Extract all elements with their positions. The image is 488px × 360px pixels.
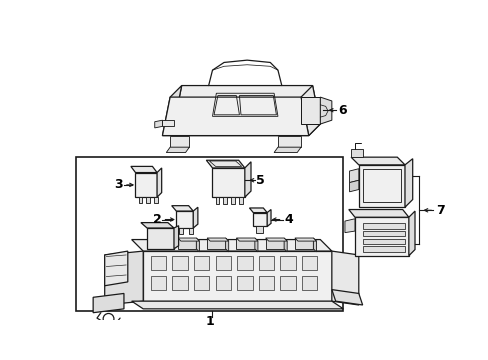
Polygon shape [258, 276, 274, 289]
Polygon shape [349, 180, 358, 192]
Polygon shape [256, 226, 263, 233]
Polygon shape [172, 276, 187, 289]
Text: 6: 6 [337, 104, 346, 117]
Polygon shape [143, 251, 331, 301]
Polygon shape [104, 251, 127, 286]
Text: 5: 5 [256, 174, 264, 187]
Polygon shape [344, 219, 354, 233]
Polygon shape [172, 256, 187, 270]
Polygon shape [170, 136, 189, 147]
Polygon shape [348, 210, 408, 217]
Text: 7: 7 [435, 204, 444, 217]
Polygon shape [362, 223, 404, 229]
Polygon shape [350, 149, 362, 157]
Polygon shape [207, 238, 228, 241]
Polygon shape [162, 97, 308, 136]
Polygon shape [249, 208, 266, 213]
Polygon shape [258, 256, 274, 270]
Polygon shape [194, 276, 209, 289]
Polygon shape [301, 97, 320, 124]
Polygon shape [179, 228, 183, 234]
Polygon shape [237, 256, 252, 270]
Polygon shape [131, 239, 331, 251]
Polygon shape [157, 168, 162, 197]
Polygon shape [244, 162, 250, 197]
Polygon shape [138, 197, 142, 203]
Polygon shape [178, 238, 196, 249]
Polygon shape [253, 213, 266, 226]
Polygon shape [266, 210, 270, 226]
Polygon shape [189, 228, 193, 234]
Polygon shape [237, 276, 252, 289]
Polygon shape [193, 207, 198, 228]
Polygon shape [176, 211, 193, 228]
Polygon shape [358, 165, 404, 207]
Polygon shape [301, 276, 317, 289]
Polygon shape [408, 211, 414, 256]
Polygon shape [404, 159, 412, 207]
Polygon shape [162, 124, 320, 136]
Polygon shape [362, 239, 404, 244]
Polygon shape [212, 168, 244, 197]
Polygon shape [207, 238, 225, 249]
Polygon shape [362, 231, 404, 237]
Polygon shape [151, 276, 166, 289]
Polygon shape [174, 226, 178, 249]
Polygon shape [265, 238, 284, 249]
Text: 1: 1 [205, 315, 214, 328]
Polygon shape [104, 251, 143, 305]
Polygon shape [350, 157, 404, 165]
Polygon shape [280, 276, 295, 289]
Polygon shape [178, 238, 199, 241]
Polygon shape [294, 238, 313, 249]
Polygon shape [236, 238, 257, 241]
Polygon shape [147, 228, 174, 249]
Polygon shape [225, 238, 228, 252]
Polygon shape [151, 256, 166, 270]
Polygon shape [274, 147, 301, 153]
Polygon shape [277, 136, 301, 147]
Polygon shape [301, 256, 317, 270]
Polygon shape [206, 160, 244, 168]
Polygon shape [331, 289, 362, 305]
Polygon shape [349, 169, 358, 183]
Polygon shape [196, 238, 199, 252]
Polygon shape [215, 197, 219, 204]
Polygon shape [93, 293, 123, 313]
Polygon shape [131, 166, 157, 172]
Polygon shape [166, 147, 189, 153]
Polygon shape [230, 197, 234, 204]
Text: 4: 4 [284, 213, 292, 226]
Polygon shape [294, 238, 316, 241]
Polygon shape [254, 238, 257, 252]
Polygon shape [362, 247, 404, 252]
Polygon shape [194, 256, 209, 270]
Polygon shape [154, 197, 158, 203]
Polygon shape [154, 120, 162, 128]
Polygon shape [236, 238, 254, 249]
Polygon shape [313, 238, 316, 252]
Polygon shape [162, 86, 182, 136]
Polygon shape [284, 238, 286, 252]
Polygon shape [171, 206, 193, 211]
Polygon shape [215, 256, 230, 270]
Text: 3: 3 [114, 178, 122, 192]
Polygon shape [320, 97, 331, 124]
Polygon shape [141, 222, 174, 228]
Polygon shape [131, 301, 343, 309]
Polygon shape [174, 86, 320, 124]
Polygon shape [215, 276, 230, 289]
Polygon shape [265, 238, 286, 241]
Polygon shape [301, 86, 320, 136]
Polygon shape [223, 197, 226, 204]
Polygon shape [146, 197, 150, 203]
Polygon shape [238, 197, 242, 204]
Polygon shape [135, 172, 157, 197]
Text: 2: 2 [153, 213, 162, 226]
Polygon shape [331, 251, 358, 305]
Polygon shape [354, 217, 408, 256]
Polygon shape [162, 120, 174, 126]
Polygon shape [280, 256, 295, 270]
